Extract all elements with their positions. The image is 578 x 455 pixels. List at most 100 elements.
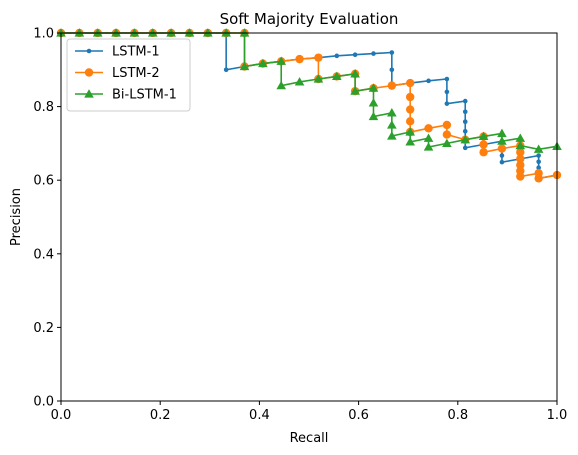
data-point: [426, 78, 431, 84]
data-point: [389, 67, 395, 73]
y-tick-label: 0.6: [33, 174, 54, 189]
data-point: [239, 61, 250, 71]
x-axis: 0.0 0.2 0.4 0.6 0.8 1.0: [51, 401, 568, 423]
data-point: [223, 67, 229, 73]
data-point: [423, 142, 434, 151]
data-point: [368, 98, 379, 107]
data-point: [405, 137, 415, 146]
data-point: [56, 28, 66, 37]
data-point: [515, 140, 526, 150]
data-point: [387, 120, 397, 129]
y-tick-label: 0.8: [33, 100, 54, 115]
legend: LSTM-1 LSTM-2 Bi-LSTM-1: [66, 38, 191, 112]
data-point: [276, 56, 287, 65]
data-point: [350, 69, 360, 78]
data-point: [424, 124, 433, 133]
data-point: [371, 51, 376, 56]
legend-label: Bi-LSTM-1: [112, 88, 177, 103]
data-point: [221, 28, 231, 37]
data-point: [460, 134, 471, 144]
x-tick-label: 1.0: [547, 408, 568, 423]
data-point: [515, 133, 526, 142]
x-tick-label: 0.4: [249, 408, 270, 423]
x-axis-label: Recall: [290, 431, 329, 446]
data-point: [368, 111, 379, 121]
data-point: [387, 108, 397, 117]
y-tick-label: 0.2: [33, 321, 54, 336]
data-point: [350, 86, 360, 95]
data-point: [239, 28, 250, 37]
data-point: [516, 154, 525, 164]
data-point: [334, 53, 340, 59]
y-tick-label: 0.4: [33, 247, 54, 262]
data-point: [536, 159, 541, 165]
data-point: [92, 28, 103, 37]
legend-frame: [66, 38, 191, 112]
data-point: [405, 105, 415, 114]
data-point: [462, 98, 468, 104]
data-point: [387, 81, 397, 90]
data-point: [423, 133, 434, 142]
legend-label: LSTM-2: [112, 66, 160, 81]
data-point: [534, 174, 543, 183]
data-point: [129, 28, 140, 37]
data-point: [516, 148, 525, 157]
data-point: [462, 119, 468, 124]
data-point: [442, 120, 452, 130]
x-tick-label: 0.2: [150, 408, 171, 423]
data-point: [516, 160, 525, 170]
data-point: [497, 144, 507, 153]
data-point: [462, 145, 468, 151]
data-point: [497, 136, 507, 145]
y-axis: 0.0 0.2 0.4 0.6 0.8 1.0: [33, 27, 61, 410]
data-point: [499, 153, 505, 158]
data-point: [442, 138, 452, 147]
data-point: [387, 131, 397, 140]
data-point: [405, 127, 415, 136]
data-point: [314, 53, 323, 62]
data-point: [516, 172, 525, 181]
data-point: [536, 165, 541, 170]
x-tick-label: 0.0: [51, 408, 72, 423]
data-point: [331, 71, 342, 81]
axes-frame: [60, 32, 558, 402]
series-lstm-2: [56, 28, 562, 183]
data-point: [497, 128, 507, 138]
data-point: [444, 101, 450, 106]
data-point: [166, 28, 176, 37]
data-point: [405, 92, 415, 102]
data-point: [258, 58, 268, 68]
data-point: [368, 83, 379, 92]
data-point: [352, 52, 358, 58]
data-point: [479, 140, 488, 149]
legend-marker: [84, 89, 94, 98]
data-point: [405, 78, 415, 88]
data-point: [276, 80, 287, 90]
data-point: [74, 28, 85, 37]
data-point: [479, 148, 488, 157]
legend-label: LSTM-1: [112, 45, 160, 60]
y-axis-label: Precision: [9, 188, 24, 246]
data-point: [536, 153, 541, 158]
data-point: [462, 109, 468, 115]
data-point: [442, 130, 452, 139]
x-tick-label: 0.6: [348, 408, 369, 423]
data-point: [462, 128, 468, 134]
data-point: [203, 28, 213, 37]
y-tick-label: 1.0: [33, 27, 54, 42]
data-point: [405, 117, 415, 126]
plot-area: [56, 28, 562, 183]
data-point: [389, 50, 395, 55]
data-point: [444, 89, 450, 95]
data-point: [478, 131, 489, 141]
data-point: [444, 76, 450, 82]
data-point: [184, 28, 195, 37]
data-point: [295, 54, 304, 64]
data-point: [294, 77, 305, 86]
data-point: [499, 159, 505, 165]
legend-marker: [84, 68, 94, 77]
legend-marker: [86, 48, 92, 54]
y-tick-label: 0.0: [33, 395, 54, 410]
data-point: [313, 74, 324, 83]
